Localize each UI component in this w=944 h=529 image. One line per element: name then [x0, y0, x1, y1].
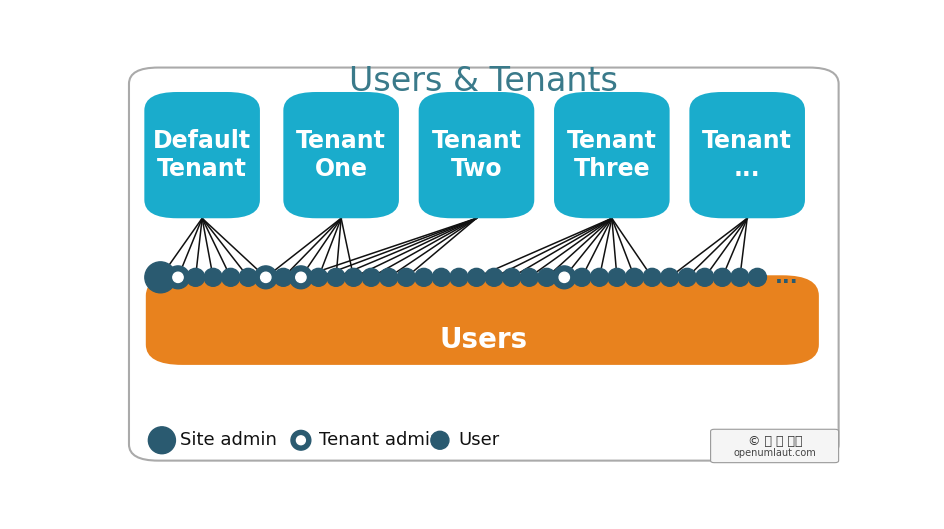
Ellipse shape — [345, 268, 362, 286]
Ellipse shape — [749, 268, 767, 286]
Ellipse shape — [559, 272, 569, 282]
Ellipse shape — [291, 431, 311, 450]
Ellipse shape — [450, 268, 468, 286]
Ellipse shape — [661, 268, 679, 286]
Text: Site admin: Site admin — [180, 431, 277, 449]
Ellipse shape — [696, 268, 714, 286]
Ellipse shape — [485, 268, 503, 286]
Ellipse shape — [502, 268, 521, 286]
Ellipse shape — [643, 268, 661, 286]
Ellipse shape — [187, 268, 205, 286]
FancyBboxPatch shape — [144, 92, 260, 218]
Text: Tenant
Three: Tenant Three — [567, 129, 657, 181]
Ellipse shape — [590, 268, 609, 286]
Ellipse shape — [573, 268, 591, 286]
Ellipse shape — [731, 268, 749, 286]
FancyBboxPatch shape — [689, 92, 805, 218]
Ellipse shape — [295, 272, 306, 282]
Ellipse shape — [310, 268, 328, 286]
Text: Tenant admin: Tenant admin — [319, 431, 442, 449]
Text: Users: Users — [440, 326, 528, 354]
Text: © Ⓝ Ⓜ ⓈⒶ: © Ⓝ Ⓜ ⓈⒶ — [748, 435, 802, 448]
Ellipse shape — [714, 268, 732, 286]
Ellipse shape — [414, 268, 433, 286]
Ellipse shape — [148, 427, 176, 454]
Ellipse shape — [362, 268, 380, 286]
Ellipse shape — [296, 436, 305, 445]
Text: Default
Tenant: Default Tenant — [153, 129, 251, 181]
Ellipse shape — [275, 268, 293, 286]
FancyBboxPatch shape — [711, 429, 838, 463]
FancyBboxPatch shape — [283, 92, 399, 218]
Text: User: User — [458, 431, 499, 449]
Ellipse shape — [626, 268, 644, 286]
Ellipse shape — [261, 272, 271, 282]
Ellipse shape — [608, 268, 626, 286]
FancyBboxPatch shape — [554, 92, 669, 218]
Ellipse shape — [467, 268, 485, 286]
Ellipse shape — [432, 268, 450, 286]
Text: openumlaut.com: openumlaut.com — [733, 448, 817, 458]
FancyBboxPatch shape — [129, 68, 838, 461]
Ellipse shape — [222, 268, 240, 286]
Ellipse shape — [520, 268, 538, 286]
Ellipse shape — [239, 268, 258, 286]
Text: Tenant
Two: Tenant Two — [431, 129, 521, 181]
Ellipse shape — [173, 272, 183, 282]
Ellipse shape — [397, 268, 415, 286]
Text: ...: ... — [775, 267, 799, 287]
Ellipse shape — [166, 266, 190, 289]
Ellipse shape — [379, 268, 397, 286]
Ellipse shape — [204, 268, 222, 286]
FancyBboxPatch shape — [145, 275, 818, 365]
Text: Tenant
One: Tenant One — [296, 129, 386, 181]
Ellipse shape — [430, 431, 449, 449]
FancyBboxPatch shape — [419, 92, 534, 218]
Ellipse shape — [327, 268, 346, 286]
Text: Users & Tenants: Users & Tenants — [349, 65, 618, 98]
Text: Tenant
...: Tenant ... — [702, 129, 792, 181]
Ellipse shape — [254, 266, 278, 289]
Ellipse shape — [553, 266, 576, 289]
Ellipse shape — [678, 268, 697, 286]
Ellipse shape — [538, 268, 556, 286]
Ellipse shape — [144, 262, 176, 293]
Ellipse shape — [290, 266, 312, 289]
